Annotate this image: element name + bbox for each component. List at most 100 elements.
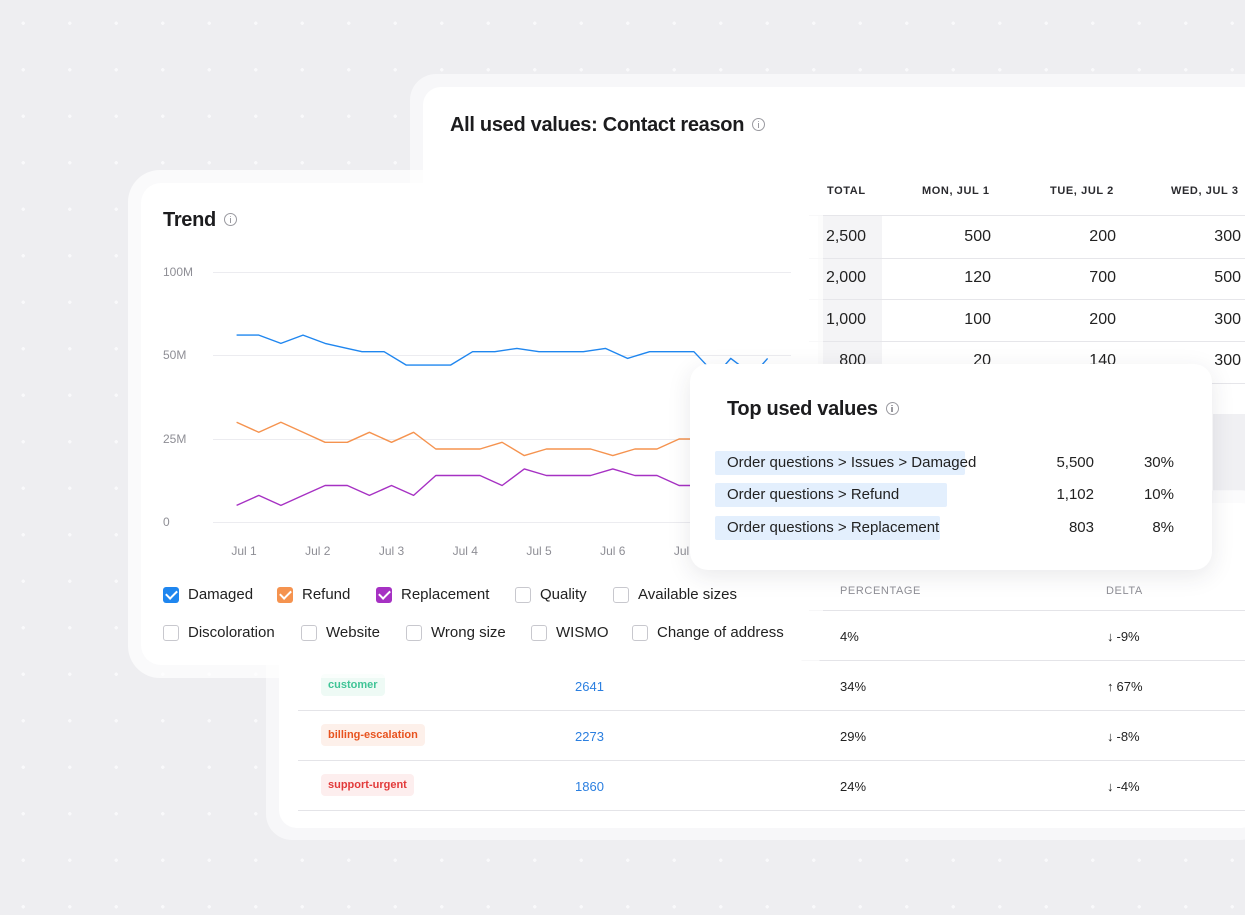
top-value-percentage: 8% xyxy=(1152,519,1174,536)
arrow-down-icon: ↓ xyxy=(1107,729,1114,744)
top-value-count: 803 xyxy=(1068,519,1094,536)
table-cell: 2,000 xyxy=(825,269,866,286)
checkbox-icon[interactable] xyxy=(515,586,531,603)
legend-item-available-sizes[interactable]: Available sizes xyxy=(613,586,737,603)
x-tick-label: Jul 1 xyxy=(231,544,257,558)
table-cell: 300 xyxy=(1214,228,1241,245)
table-cell: 700 xyxy=(1089,269,1116,286)
row-percentage: 4% xyxy=(840,629,859,644)
legend-item-damaged[interactable]: Damaged xyxy=(163,586,253,603)
table-cell: 200 xyxy=(1089,228,1116,245)
column-header-total[interactable]: TOTAL xyxy=(827,185,866,197)
table-cell: 500 xyxy=(964,228,991,245)
checkbox-checked-icon[interactable] xyxy=(277,586,293,603)
y-tick-label: 25M xyxy=(163,432,186,446)
checkbox-icon[interactable] xyxy=(632,624,648,641)
series-line-replacement[interactable] xyxy=(236,468,754,507)
x-tick-label: Jul 4 xyxy=(453,544,479,558)
tag-badge[interactable]: support-urgent xyxy=(321,774,414,796)
table-cell: 2,500 xyxy=(825,228,866,245)
x-tick-label: Jul 2 xyxy=(305,544,331,558)
column-header-delta[interactable]: DELTA xyxy=(1106,585,1143,597)
arrow-down-icon: ↓ xyxy=(1107,629,1114,644)
top-value-label[interactable]: Order questions > Refund xyxy=(727,486,900,503)
legend-item-wismo[interactable]: WISMO xyxy=(531,624,609,641)
table-cell: 1,000 xyxy=(825,311,866,328)
tag-count-link[interactable]: 1860 xyxy=(575,779,604,794)
info-icon[interactable] xyxy=(885,401,899,415)
y-tick-label: 50M xyxy=(163,348,186,362)
table-cell: 100 xyxy=(964,311,991,328)
info-icon[interactable] xyxy=(223,212,237,226)
row-divider xyxy=(298,760,1245,761)
tag-count-link[interactable]: 2641 xyxy=(575,679,604,694)
row-divider xyxy=(423,258,1245,259)
table-cell: 120 xyxy=(964,269,991,286)
y-tick-label: 0 xyxy=(163,515,170,529)
info-icon[interactable] xyxy=(752,117,766,131)
x-tick-label: Jul 5 xyxy=(526,544,552,558)
column-header-mon[interactable]: MON, JUL 1 xyxy=(922,185,990,197)
row-divider xyxy=(298,710,1245,711)
arrow-down-icon: ↓ xyxy=(1107,779,1114,794)
checkbox-icon[interactable] xyxy=(163,624,179,641)
column-header-percentage[interactable]: PERCENTAGE xyxy=(840,585,921,597)
arrow-up-icon: ↑ xyxy=(1107,679,1114,694)
checkbox-checked-icon[interactable] xyxy=(163,586,179,603)
checkbox-icon[interactable] xyxy=(301,624,317,641)
series-line-refund[interactable] xyxy=(236,421,754,457)
checkbox-icon[interactable] xyxy=(531,624,547,641)
value-share-bar xyxy=(715,451,965,475)
table-cell: 300 xyxy=(1214,352,1241,369)
top-used-values-card: Top used values Order questions > Issues… xyxy=(690,364,1212,570)
x-tick-label: Jul 6 xyxy=(600,544,626,558)
column-header-wed[interactable]: WED, JUL 3 xyxy=(1171,185,1239,197)
trend-card: 100M 50M 25M 0 Jul 1 Jul 2 Jul 3 Jul 4 Jul 5 Jul … xyxy=(141,183,809,665)
trend-title: Trend xyxy=(163,209,237,232)
row-percentage: 29% xyxy=(840,729,867,744)
tag-badge[interactable]: billing-escalation xyxy=(321,724,425,746)
checkbox-icon[interactable] xyxy=(613,586,629,603)
row-delta: ↓ -4% xyxy=(1107,779,1140,794)
total-column-highlight xyxy=(818,216,882,384)
row-delta: ↑ 67% xyxy=(1107,679,1143,694)
legend-item-change-of-address[interactable]: Change of address xyxy=(632,624,784,641)
row-divider xyxy=(423,215,1245,216)
top-value-percentage: 10% xyxy=(1143,486,1174,503)
row-divider xyxy=(423,299,1245,300)
value-share-bar xyxy=(715,516,940,540)
row-divider xyxy=(298,810,1245,811)
top-value-percentage: 30% xyxy=(1143,454,1174,471)
top-value-label[interactable]: Order questions > Issues > Damaged xyxy=(727,454,977,471)
trend-chart: 100M 50M 25M 0 Jul 1 Jul 2 Jul 3 Jul 4 Jul 5 Jul … xyxy=(163,265,791,558)
table-cell: 300 xyxy=(1214,311,1241,328)
top-value-count: 1,102 xyxy=(1056,486,1094,503)
row-delta: ↓ -8% xyxy=(1107,729,1140,744)
tag-badge[interactable]: customer xyxy=(321,674,385,696)
column-header-tue[interactable]: TUE, JUL 2 xyxy=(1050,185,1114,197)
legend-item-website[interactable]: Website xyxy=(301,624,380,641)
legend-item-quality[interactable]: Quality xyxy=(515,586,587,603)
table-cell: 200 xyxy=(1089,311,1116,328)
legend-item-replacement[interactable]: Replacement xyxy=(376,586,489,603)
tag-count-link[interactable]: 2273 xyxy=(575,729,604,744)
row-percentage: 24% xyxy=(840,779,867,794)
top-value-label[interactable]: Order questions > Replacement xyxy=(727,519,940,536)
y-tick-label: 100M xyxy=(163,265,193,279)
value-share-bar xyxy=(715,483,947,507)
row-delta: ↓ -9% xyxy=(1107,629,1140,644)
table-footer-shade xyxy=(1213,414,1245,491)
series-line-damaged[interactable] xyxy=(236,334,769,376)
legend-item-discoloration[interactable]: Discoloration xyxy=(163,624,275,641)
row-divider xyxy=(423,341,1245,342)
row-percentage: 34% xyxy=(840,679,867,694)
x-tick-label: Jul 3 xyxy=(379,544,405,558)
all-used-values-title: All used values: Contact reason xyxy=(450,114,766,137)
checkbox-icon[interactable] xyxy=(406,624,422,641)
legend-item-refund[interactable]: Refund xyxy=(277,586,350,603)
checkbox-checked-icon[interactable] xyxy=(376,586,392,603)
top-value-count: 5,500 xyxy=(1056,454,1094,471)
legend-item-wrong-size[interactable]: Wrong size xyxy=(406,624,506,641)
table-cell: 500 xyxy=(1214,269,1241,286)
top-used-values-title: Top used values xyxy=(727,398,899,421)
